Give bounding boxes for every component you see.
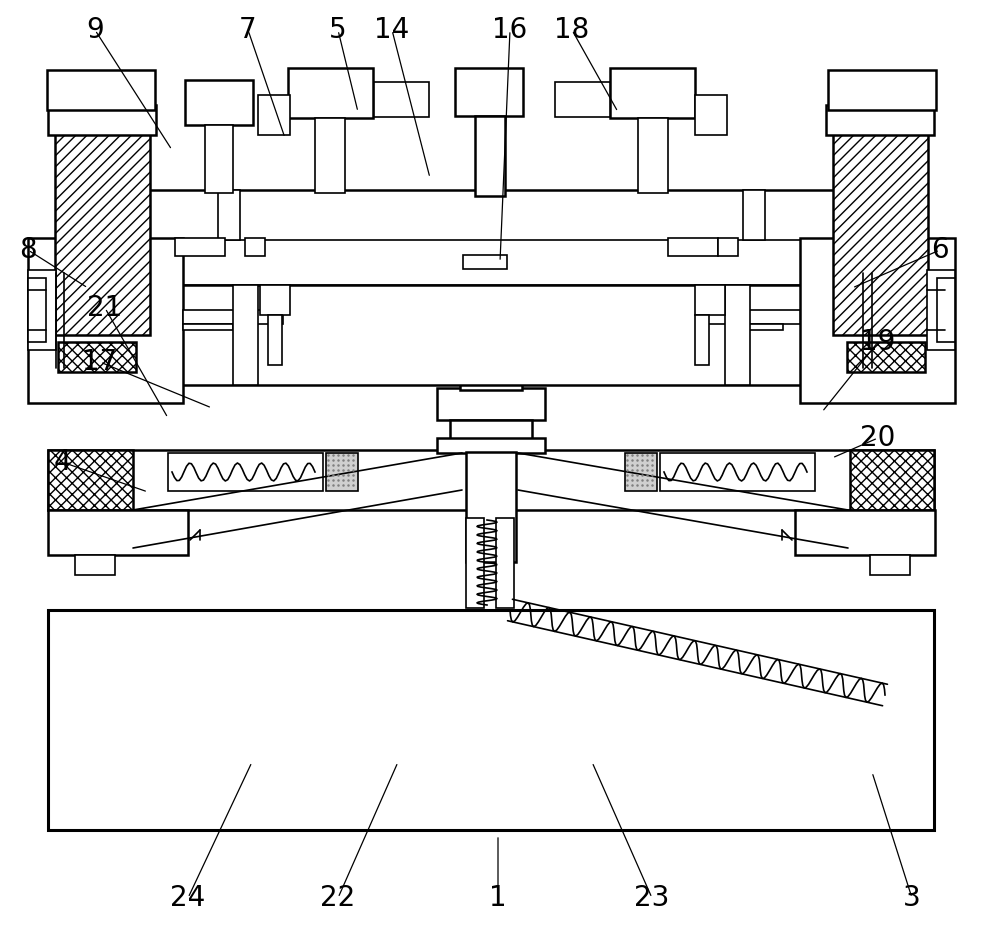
Bar [733, 324, 783, 330]
Bar [610, 68, 695, 118]
Bar [927, 270, 955, 350]
Text: 3: 3 [903, 884, 921, 912]
Text: 22: 22 [320, 884, 356, 912]
Bar [374, 82, 429, 117]
Bar [668, 238, 718, 256]
Text: 20: 20 [860, 424, 896, 452]
Bar [462, 262, 510, 276]
Bar [463, 255, 507, 269]
Bar [625, 453, 657, 491]
Bar [28, 278, 46, 342]
Bar [55, 130, 150, 335]
Bar [725, 285, 750, 385]
Bar [168, 453, 323, 491]
Text: 16: 16 [492, 16, 528, 44]
Text: 1: 1 [489, 884, 507, 912]
Text: 23: 23 [634, 884, 670, 912]
Bar [47, 70, 155, 110]
Bar [437, 388, 545, 420]
Text: 19: 19 [860, 328, 896, 356]
Bar [175, 238, 225, 256]
Bar [205, 125, 233, 193]
Bar [326, 453, 358, 491]
Bar [695, 95, 727, 135]
Bar [455, 68, 523, 116]
Bar [937, 278, 955, 342]
Bar [847, 342, 925, 372]
Text: 21: 21 [87, 294, 123, 322]
Text: 8: 8 [19, 236, 37, 264]
Bar [48, 450, 133, 510]
Bar [695, 315, 709, 365]
Bar [268, 315, 282, 365]
Bar [700, 310, 800, 324]
Bar [466, 452, 516, 562]
Bar [48, 105, 156, 135]
Bar [800, 238, 955, 403]
Text: 5: 5 [329, 16, 347, 44]
Bar [48, 450, 934, 510]
Bar [450, 420, 532, 440]
Bar [133, 190, 849, 285]
Bar [288, 68, 373, 118]
Bar [75, 555, 115, 575]
Bar [133, 285, 849, 385]
Bar [183, 324, 233, 330]
Bar [437, 438, 545, 453]
Bar [833, 130, 928, 335]
Text: 24: 24 [170, 884, 206, 912]
Text: 17: 17 [82, 348, 118, 376]
Bar [48, 510, 188, 555]
Bar [638, 118, 668, 193]
Bar [260, 285, 290, 315]
Bar [826, 105, 934, 135]
Bar [870, 555, 910, 575]
Bar [660, 453, 815, 491]
Bar [28, 270, 56, 350]
Bar [850, 450, 934, 510]
Text: 14: 14 [374, 16, 410, 44]
Bar [233, 285, 258, 385]
Bar [218, 190, 240, 240]
Text: 9: 9 [86, 16, 104, 44]
Bar [743, 190, 765, 240]
Bar [695, 285, 725, 315]
Text: 18: 18 [554, 16, 590, 44]
Bar [460, 290, 522, 390]
Bar [555, 82, 610, 117]
Bar [48, 610, 934, 830]
Bar [795, 510, 935, 555]
Bar [496, 518, 514, 608]
Bar [185, 80, 253, 125]
Bar [718, 238, 738, 256]
Text: 7: 7 [239, 16, 257, 44]
Bar [315, 118, 345, 193]
Bar [28, 238, 183, 403]
Text: 4: 4 [53, 448, 71, 476]
Bar [475, 116, 505, 196]
Text: 6: 6 [931, 236, 949, 264]
Bar [828, 70, 936, 110]
Bar [466, 518, 484, 608]
Bar [58, 342, 136, 372]
Bar [245, 238, 265, 256]
Bar [183, 310, 283, 324]
Bar [258, 95, 290, 135]
